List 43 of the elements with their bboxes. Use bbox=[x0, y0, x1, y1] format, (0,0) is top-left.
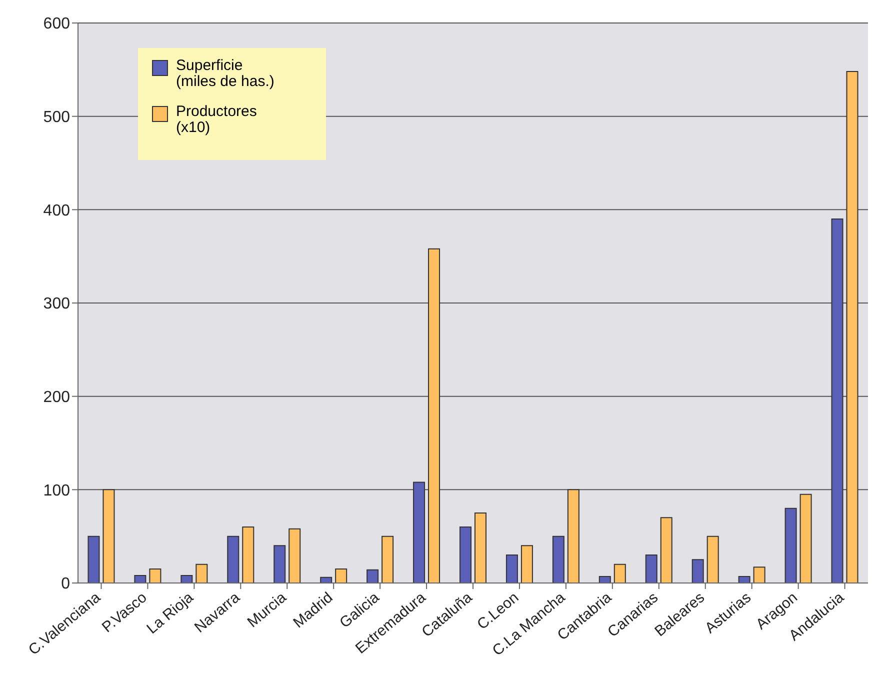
bar bbox=[382, 536, 394, 583]
bar bbox=[134, 575, 146, 583]
bar bbox=[459, 526, 472, 583]
bar bbox=[831, 218, 844, 583]
bar bbox=[784, 508, 797, 583]
bar bbox=[335, 568, 348, 583]
bar bbox=[645, 554, 658, 583]
bar bbox=[474, 512, 486, 583]
bar bbox=[692, 559, 704, 583]
y-tick-label: 300 bbox=[43, 296, 70, 313]
y-tick-label: 200 bbox=[43, 389, 70, 406]
y-tick-label: 400 bbox=[43, 202, 70, 220]
y-tick-label: 100 bbox=[43, 482, 70, 500]
bar bbox=[800, 494, 812, 583]
bar bbox=[413, 482, 426, 583]
bar bbox=[102, 489, 115, 583]
bar bbox=[660, 517, 672, 583]
bar bbox=[227, 536, 240, 583]
bar bbox=[567, 489, 580, 583]
y-tick-label: 0 bbox=[61, 576, 70, 593]
bar bbox=[88, 536, 100, 583]
bar bbox=[753, 566, 766, 583]
bar bbox=[320, 576, 332, 583]
legend-label: Superficie (miles de has.) bbox=[176, 57, 274, 90]
bar bbox=[598, 576, 611, 583]
y-tick-label: 500 bbox=[43, 109, 70, 126]
bar bbox=[149, 568, 162, 583]
bar bbox=[428, 248, 440, 583]
bar bbox=[506, 554, 518, 583]
bar bbox=[614, 564, 626, 583]
y-tick-label: 600 bbox=[43, 16, 70, 33]
bar bbox=[846, 71, 858, 583]
bar bbox=[180, 575, 193, 583]
bar bbox=[706, 536, 719, 583]
bar bbox=[242, 526, 254, 583]
legend-label: Productores (x10) bbox=[176, 103, 257, 136]
bar bbox=[196, 564, 208, 583]
bar bbox=[738, 576, 750, 583]
bar bbox=[520, 545, 533, 583]
bar bbox=[366, 569, 379, 583]
bar bbox=[274, 545, 286, 583]
bar bbox=[288, 528, 301, 583]
bar bbox=[552, 536, 564, 583]
